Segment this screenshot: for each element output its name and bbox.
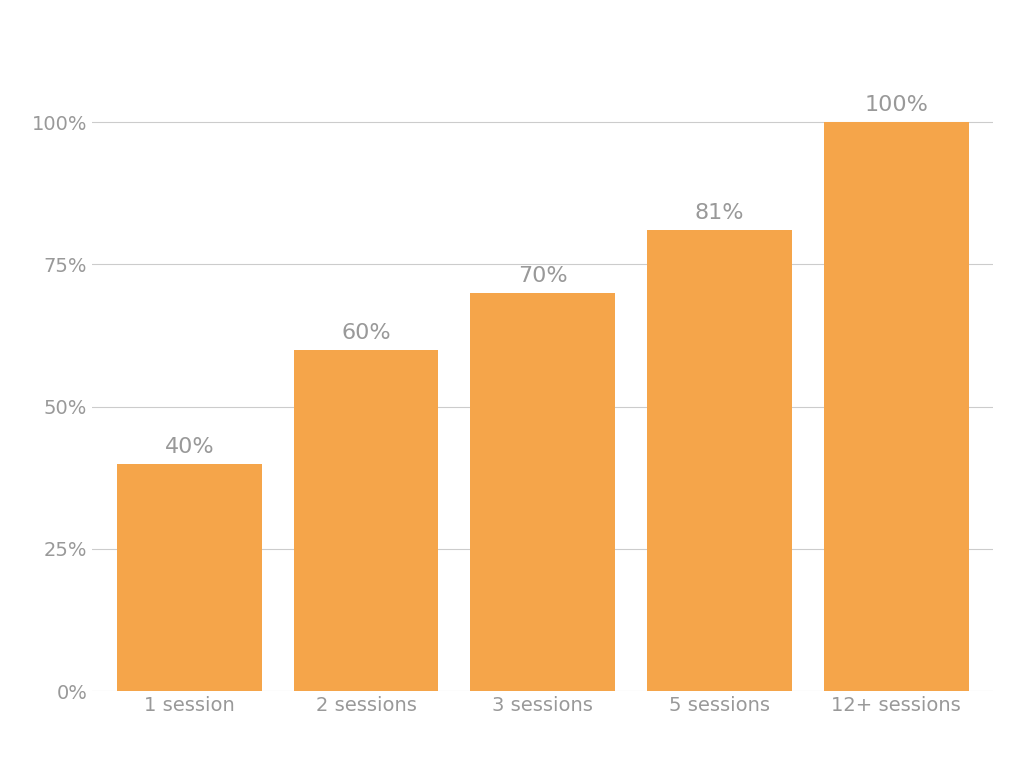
Bar <box>294 349 438 691</box>
Bar <box>470 293 615 691</box>
Text: 70%: 70% <box>518 266 567 286</box>
Text: 81%: 81% <box>694 204 744 223</box>
Text: 60%: 60% <box>341 323 391 343</box>
Bar <box>117 464 262 691</box>
Text: 100%: 100% <box>864 95 928 115</box>
Text: 40%: 40% <box>165 437 214 457</box>
Bar <box>647 230 792 691</box>
Bar <box>823 122 969 691</box>
